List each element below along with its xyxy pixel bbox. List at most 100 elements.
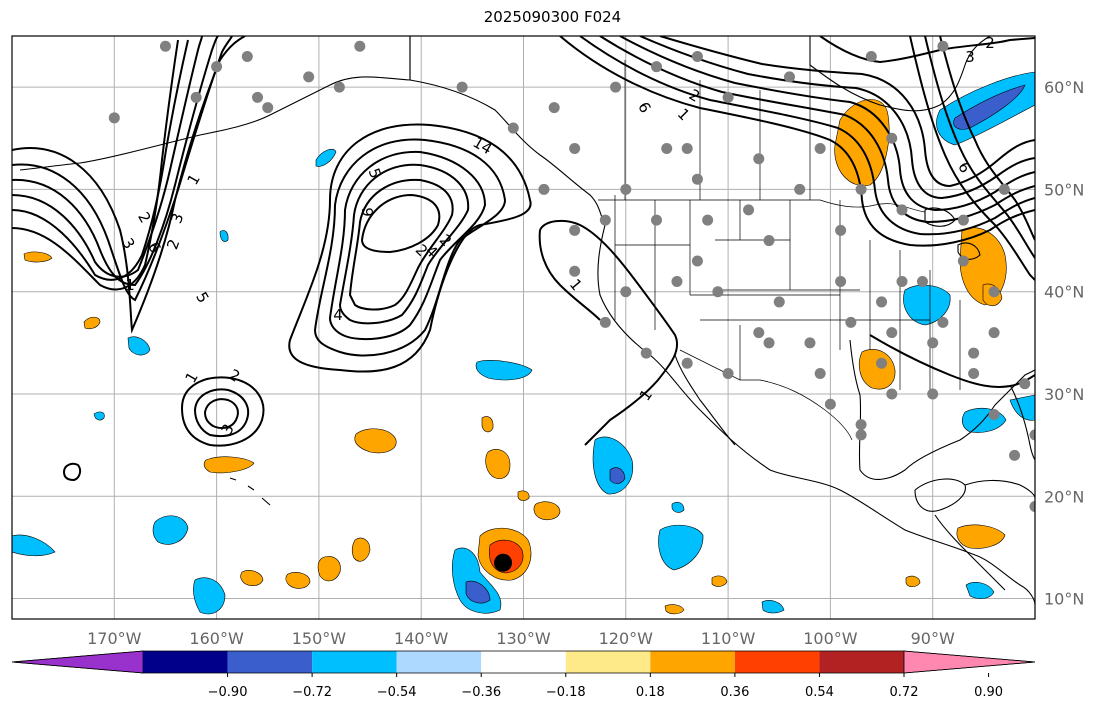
contour-line [12,36,219,287]
station-dot [241,50,253,62]
station-dot [814,143,826,155]
longitude-label: 90°W [911,629,955,648]
colorbar-segment [734,651,820,673]
station-dot [538,183,550,195]
station-dot [252,91,264,103]
station-dot [886,327,898,339]
contour-label: 9 [358,207,376,217]
positive-anomaly-region [905,575,921,588]
longitude-labels: 170°W 160°W 150°W 140°W 130°W 120°W 110°W 100°W… [87,629,955,648]
contour-lines [12,36,1035,482]
yucatan-coastline [914,478,966,512]
contour-line [659,36,1035,188]
negative-anomaly-region [903,284,951,326]
colorbar: −0.90 −0.72 −0.54 −0.36 −0.18 0.18 0.36 0.54 0.7… [11,650,1036,700]
negative-anomaly-region [152,515,189,545]
positive-anomaly-region [351,537,371,562]
station-dot [968,347,980,359]
map-frame [11,35,1036,620]
contour-line [180,376,265,447]
station-dot [599,214,611,226]
political-borders [409,36,961,441]
station-dot [763,337,775,349]
station-dot [1029,429,1035,441]
contour-line [328,150,487,341]
colorbar-segment [312,651,397,673]
station-dot [835,275,847,287]
florida-coastline [1009,384,1035,461]
strong-negative-anomaly-region [953,84,1026,130]
contour-line [338,163,470,325]
negative-anomaly-region [193,577,226,615]
positive-anomaly-region [711,575,728,587]
colorbar-segment [396,651,482,673]
graticule [12,36,1035,619]
station-dot [354,40,366,52]
station-dot [804,337,816,349]
contour-line [313,138,507,357]
station-dot [865,50,877,62]
station-dot [548,102,560,114]
latitude-label: 10°N [1044,590,1084,609]
station-dot [691,255,703,267]
cuba-coastline [964,479,1035,499]
negative-anomaly-region [93,411,105,421]
station-dot [650,61,662,73]
station-dot [743,204,755,216]
station-dot [763,235,775,247]
station-dot [691,50,703,62]
contour-line [909,36,1035,281]
positive-anomaly-region [240,570,264,586]
negative-anomaly-region [671,501,685,513]
longitude-label: 130°W [496,629,551,648]
colorbar-tick-label: 0.18 [636,685,665,700]
station-dot [886,132,898,144]
contour-label: 1 [125,276,135,294]
positive-anomaly-region [533,501,561,521]
station-dot [937,316,949,328]
station-dot [456,81,468,93]
station-dot [998,183,1010,195]
contour-line [599,36,1035,224]
colorbar-tick-label: 0.54 [805,685,834,700]
station-dot [681,143,693,155]
longitude-label: 120°W [599,629,654,648]
contour-line [939,36,1035,241]
contour-line [12,36,233,302]
contour-line [62,462,82,482]
station-dot [988,327,1000,339]
station-dot [190,91,202,103]
latitude-label: 20°N [1044,487,1084,506]
station-dot [855,429,867,441]
station-dot [702,214,714,226]
contour-line [348,178,454,311]
positive-anomaly-region [517,490,530,501]
station-dot [927,337,939,349]
latitude-label: 40°N [1044,283,1084,302]
positive-anomaly-region [354,428,397,454]
station-dot [886,388,898,400]
positive-anomaly-region [23,251,53,263]
station-dot [681,357,693,369]
negative-anomaly-region [761,600,785,614]
contour-label: 4 [333,306,343,324]
strong-negative-anomaly-region [609,467,626,484]
station-dot [876,357,888,369]
station-dot [671,275,683,287]
station-dot [507,122,519,134]
station-dot [722,368,734,380]
hawaii-islands [229,477,271,506]
station-dot [620,286,632,298]
positive-anomaly-region [859,349,896,390]
positive-anomaly-region [285,572,311,589]
negative-anomaly-region [475,360,533,381]
longitude-label: 160°W [189,629,244,648]
station-dot [845,316,857,328]
colorbar-tick-label: 0.36 [720,685,749,700]
station-dot [333,81,345,93]
station-dot [988,408,1000,420]
station-dot [855,183,867,195]
map-title: 2025090300 F024 [483,8,622,26]
station-dot [599,316,611,328]
